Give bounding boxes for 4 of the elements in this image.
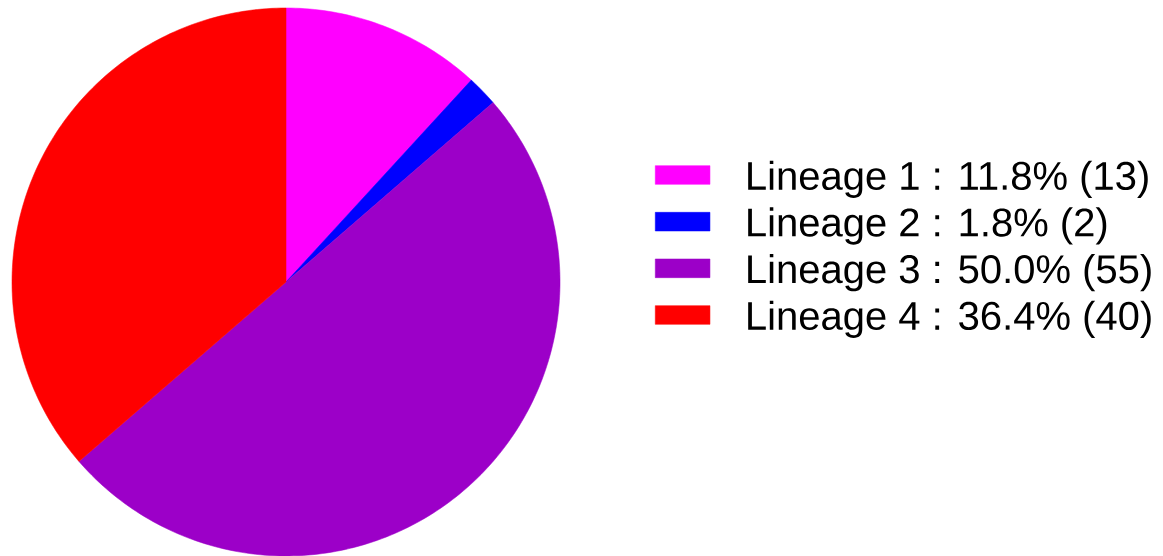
legend-label: Lineage 4 : 36.4% (40) bbox=[748, 300, 1151, 338]
legend-label: Lineage 1 : 11.8% (13) bbox=[748, 160, 1148, 198]
legend-label: Lineage 3 : 50.0% (55) bbox=[748, 254, 1151, 292]
legend-label: Lineage 2 : 1.8% (2) bbox=[748, 207, 1107, 245]
